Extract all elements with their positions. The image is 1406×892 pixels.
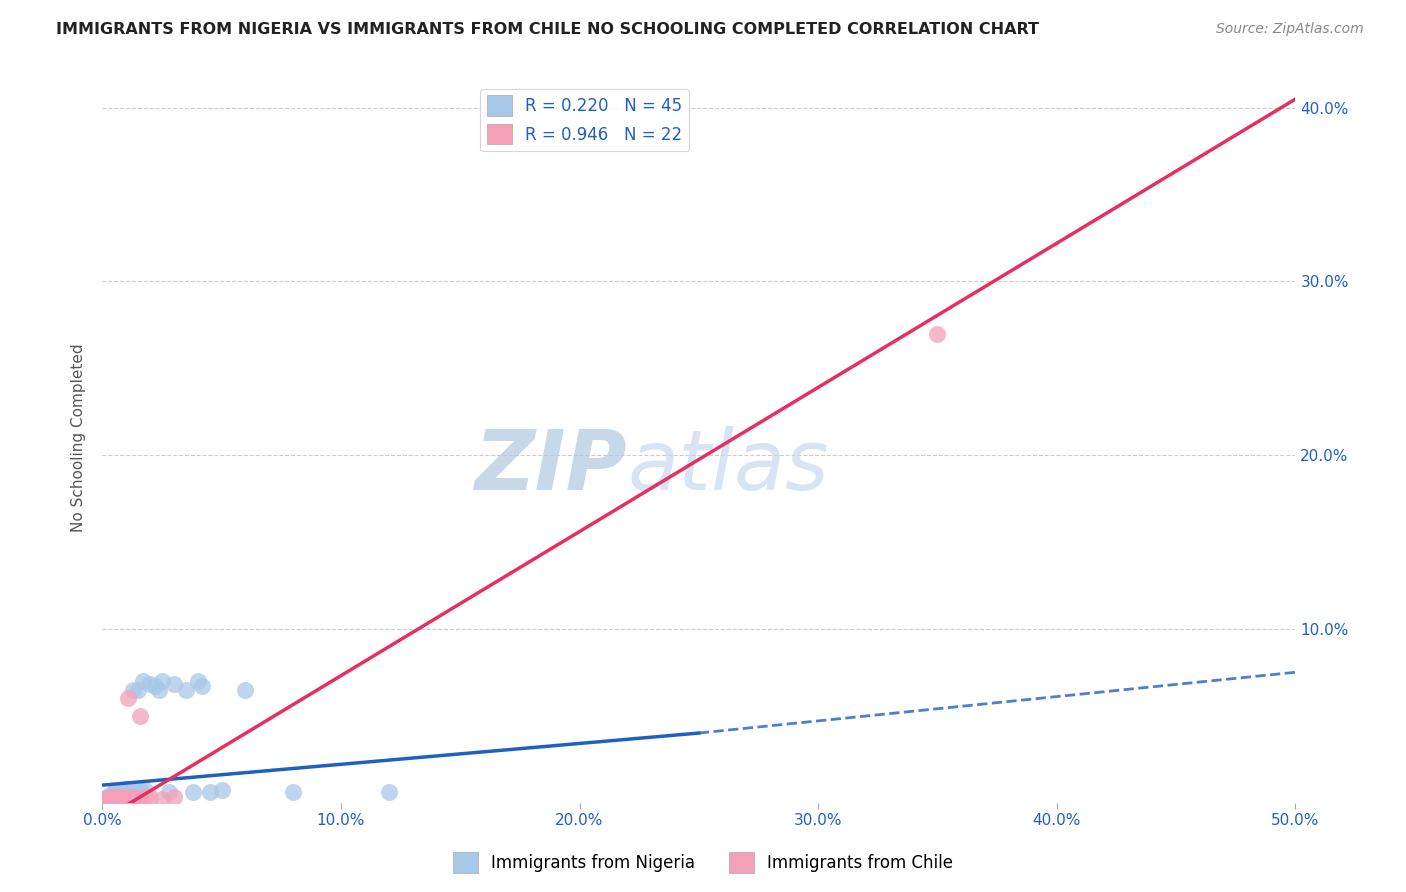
Point [108,789,131,803]
Point [927,326,949,341]
Point [129,781,152,796]
Point [96,794,118,808]
Point [281,785,304,799]
Point [157,785,180,799]
Point [235,682,257,697]
Point [120,792,142,806]
Point [139,790,162,805]
Point [187,673,209,688]
Point [110,787,132,801]
Point [108,794,131,808]
Point [117,691,139,706]
Point [377,785,399,799]
Point [103,790,125,805]
Point [115,792,138,806]
Point [103,790,125,805]
Point [132,673,155,688]
Point [103,785,125,799]
Legend: R = 0.220   N = 45, R = 0.946   N = 22: R = 0.220 N = 45, R = 0.946 N = 22 [481,88,689,151]
Point [134,783,156,797]
Point [139,677,162,691]
Point [117,781,139,796]
Point [100,790,122,805]
Point [105,787,128,801]
Point [98,790,121,805]
Point [103,794,125,808]
Point [163,677,186,691]
Point [108,787,131,801]
Point [122,790,145,805]
Point [112,785,135,799]
Point [93,792,115,806]
Text: ZIP: ZIP [475,426,627,508]
Point [174,682,197,697]
Point [98,792,121,806]
Point [181,785,204,799]
Point [112,790,135,805]
Point [98,789,121,803]
Point [198,785,221,799]
Point [150,673,173,688]
Point [148,682,170,697]
Text: IMMIGRANTS FROM NIGERIA VS IMMIGRANTS FROM CHILE NO SCHOOLING COMPLETED CORRELAT: IMMIGRANTS FROM NIGERIA VS IMMIGRANTS FR… [56,22,1039,37]
Point [103,789,125,803]
Point [96,790,118,805]
Point [108,785,131,799]
Point [112,783,135,797]
Point [129,708,152,723]
Text: Source: ZipAtlas.com: Source: ZipAtlas.com [1216,22,1364,37]
Point [124,783,146,797]
Point [163,790,186,805]
Point [134,790,156,805]
Point [110,792,132,806]
Point [110,783,132,797]
Text: atlas: atlas [627,426,830,508]
Point [108,790,131,805]
Point [105,792,128,806]
Point [191,679,214,693]
Point [122,682,145,697]
Point [143,679,166,693]
Point [93,792,115,806]
Point [211,783,233,797]
Point [98,790,121,805]
Point [120,781,142,796]
Y-axis label: No Schooling Completed: No Schooling Completed [72,343,86,532]
Legend: Immigrants from Nigeria, Immigrants from Chile: Immigrants from Nigeria, Immigrants from… [446,846,960,880]
Point [115,783,138,797]
Point [115,781,138,796]
Point [100,792,122,806]
Point [127,792,149,806]
Point [96,792,118,806]
Point [127,682,149,697]
Point [100,787,122,801]
Point [150,792,173,806]
Point [105,789,128,803]
